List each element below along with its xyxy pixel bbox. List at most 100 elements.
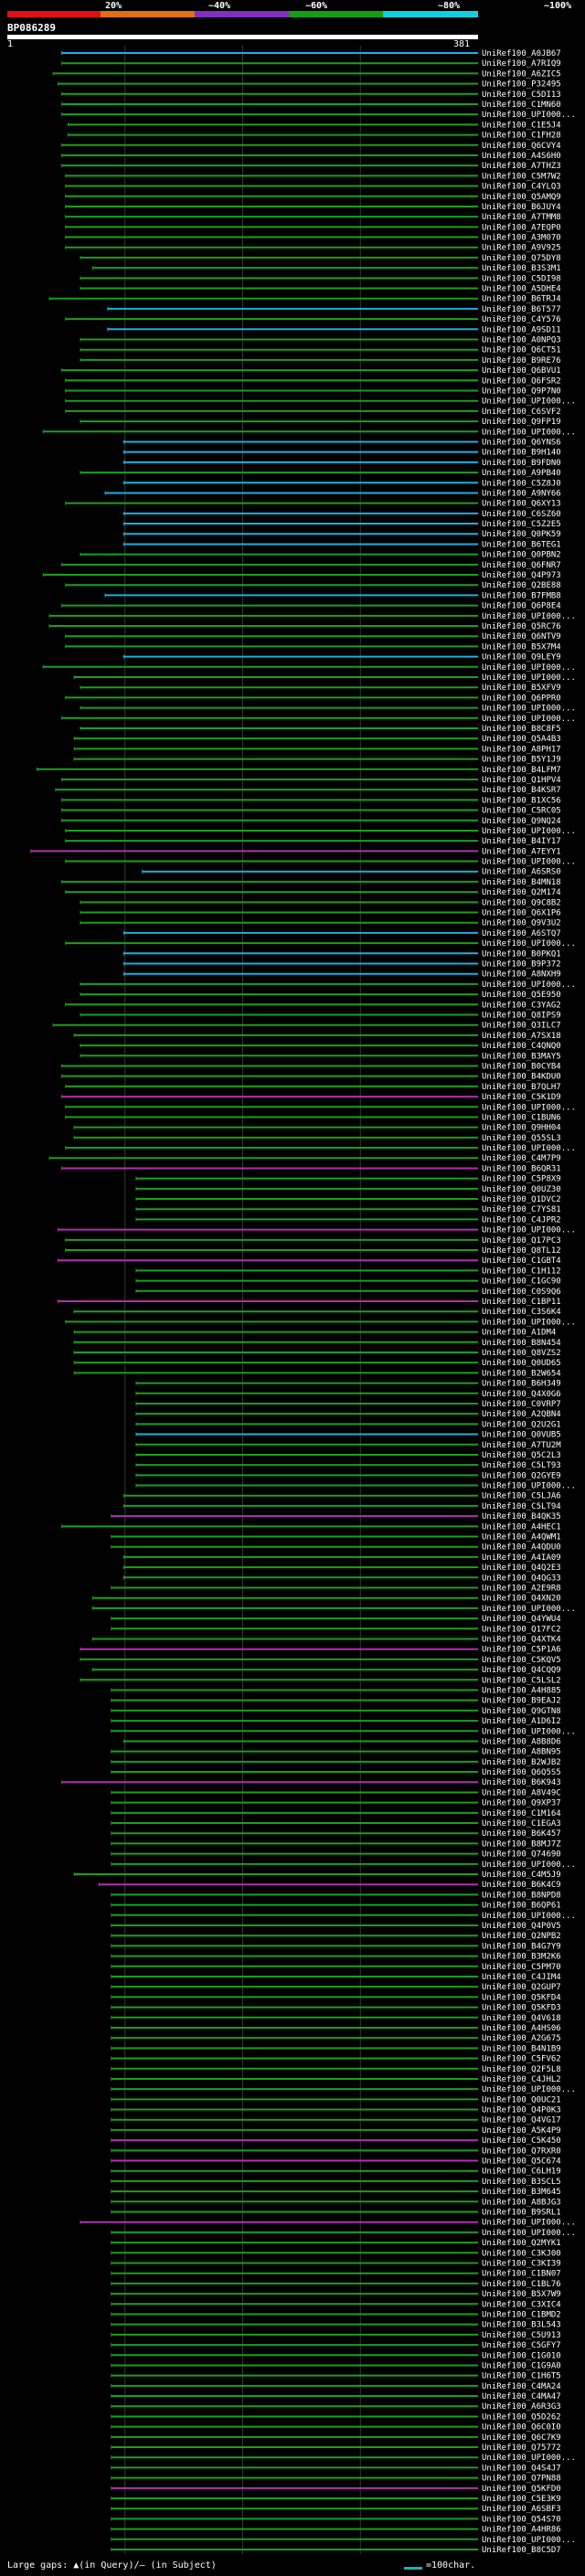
hit-label[interactable]: UniRef100_A2G675: [482, 2034, 561, 2043]
hit-label[interactable]: UniRef100_Q6XY13: [482, 500, 561, 509]
hit-label[interactable]: UniRef100_B7QLH7: [482, 1083, 561, 1092]
hit-label[interactable]: UniRef100_Q0PBN2: [482, 551, 561, 560]
hit-label[interactable]: UniRef100_UPI000...: [482, 1482, 576, 1491]
hit-label[interactable]: UniRef100_C5PM70: [482, 1963, 561, 1972]
hit-label[interactable]: UniRef100_A9V925: [482, 244, 561, 253]
hit-label[interactable]: UniRef100_UPI000...: [482, 663, 576, 673]
hit-label[interactable]: UniRef100_A8BJG3: [482, 2198, 561, 2207]
hit-label[interactable]: UniRef100_Q9GTN8: [482, 1707, 561, 1716]
hit-label[interactable]: UniRef100_Q4P973: [482, 571, 561, 580]
hit-label[interactable]: UniRef100_B6K943: [482, 1778, 561, 1787]
hit-label[interactable]: UniRef100_A7RIQ9: [482, 59, 561, 69]
hit-label[interactable]: UniRef100_A9NY66: [482, 489, 561, 498]
hit-label[interactable]: UniRef100_C5P8X9: [482, 1175, 561, 1184]
hit-label[interactable]: UniRef100_Q5C2L3: [482, 1451, 561, 1460]
hit-label[interactable]: UniRef100_Q2U2G1: [482, 1420, 561, 1429]
hit-label[interactable]: UniRef100_Q6BVU1: [482, 366, 561, 376]
hit-label[interactable]: UniRef100_Q4P0K3: [482, 2106, 561, 2115]
hit-label[interactable]: UniRef100_Q9V3U2: [482, 919, 561, 928]
hit-label[interactable]: UniRef100_UPI000...: [482, 939, 576, 949]
hit-label[interactable]: UniRef100_UPI000...: [482, 1226, 576, 1235]
hit-label[interactable]: UniRef100_C4MA47: [482, 2392, 561, 2401]
hit-label[interactable]: UniRef100_C5P1A6: [482, 1646, 561, 1655]
hit-label[interactable]: UniRef100_C5LT94: [482, 1502, 561, 1511]
hit-label[interactable]: UniRef100_C3S6K4: [482, 1308, 561, 1317]
hit-label[interactable]: UniRef100_B9P372: [482, 960, 561, 970]
hit-label[interactable]: UniRef100_C4JIM4: [482, 1973, 561, 1982]
hit-label[interactable]: UniRef100_Q9XP37: [482, 1799, 561, 1808]
hit-label[interactable]: UniRef100_Q6X1P6: [482, 909, 561, 918]
hit-label[interactable]: UniRef100_B6QR31: [482, 1164, 561, 1173]
hit-label[interactable]: UniRef100_B6QP61: [482, 1902, 561, 1911]
hit-label[interactable]: UniRef100_A1D6I2: [482, 1717, 561, 1726]
hit-label[interactable]: UniRef100_Q9HH04: [482, 1124, 561, 1133]
hit-label[interactable]: UniRef100_B9FDN0: [482, 459, 561, 468]
hit-label[interactable]: UniRef100_A0NPQ3: [482, 336, 561, 345]
hit-label[interactable]: UniRef100_Q9LEY9: [482, 653, 561, 663]
hit-label[interactable]: UniRef100_Q54S70: [482, 2515, 561, 2524]
hit-label[interactable]: UniRef100_UPI000...: [482, 1727, 576, 1736]
hit-label[interactable]: UniRef100_Q4VG17: [482, 2116, 561, 2125]
hit-label[interactable]: UniRef100_A4QDU0: [482, 1543, 561, 1553]
hit-label[interactable]: UniRef100_A1DM4: [482, 1329, 556, 1338]
hit-label[interactable]: UniRef100_C3XIC4: [482, 2300, 561, 2309]
hit-label[interactable]: UniRef100_C1EGA3: [482, 1819, 561, 1829]
hit-label[interactable]: UniRef100_Q4XN20: [482, 1595, 561, 1604]
hit-label[interactable]: UniRef100_A2E9R8: [482, 1585, 561, 1594]
hit-label[interactable]: UniRef100_B3M645: [482, 2188, 561, 2197]
hit-label[interactable]: UniRef100_P32495: [482, 80, 561, 90]
hit-label[interactable]: UniRef100_UPI000...: [482, 2219, 576, 2228]
hit-label[interactable]: UniRef100_C1BMD2: [482, 2310, 561, 2319]
hit-label[interactable]: UniRef100_C1G9A0: [482, 2361, 561, 2370]
hit-label[interactable]: UniRef100_C1BP11: [482, 1298, 561, 1307]
hit-label[interactable]: UniRef100_Q6P8E4: [482, 602, 561, 611]
hit-label[interactable]: UniRef100_A6R3G3: [482, 2402, 561, 2412]
hit-label[interactable]: UniRef100_C1E5J4: [482, 121, 561, 130]
hit-label[interactable]: UniRef100_A7SX18: [482, 1032, 561, 1041]
hit-label[interactable]: UniRef100_B8C5D7: [482, 2546, 561, 2555]
hit-label[interactable]: UniRef100_UPI000...: [482, 981, 576, 990]
hit-label[interactable]: UniRef100_B9EAJ2: [482, 1697, 561, 1706]
hit-label[interactable]: UniRef100_C1G010: [482, 2351, 561, 2360]
hit-label[interactable]: UniRef100_C0S9Q6: [482, 1288, 561, 1297]
hit-label[interactable]: UniRef100_C1BUN6: [482, 1113, 561, 1122]
hit-label[interactable]: UniRef100_C5RC05: [482, 807, 561, 816]
hit-label[interactable]: UniRef100_B6H349: [482, 1380, 561, 1389]
hit-label[interactable]: UniRef100_C5M7W2: [482, 172, 561, 181]
hit-label[interactable]: UniRef100_UPI000...: [482, 715, 576, 724]
hit-label[interactable]: UniRef100_Q2M174: [482, 888, 561, 897]
hit-label[interactable]: UniRef100_UPI000...: [482, 673, 576, 683]
hit-label[interactable]: UniRef100_UPI000...: [482, 612, 576, 621]
hit-label[interactable]: UniRef100_A8V49C: [482, 1788, 561, 1797]
hit-label[interactable]: UniRef100_B4KSR7: [482, 786, 561, 795]
hit-label[interactable]: UniRef100_Q4S4J7: [482, 2464, 561, 2473]
hit-label[interactable]: UniRef100_Q4YWU4: [482, 1615, 561, 1624]
hit-label[interactable]: UniRef100_C4M5J9: [482, 1871, 561, 1880]
hit-label[interactable]: UniRef100_C1BN07: [482, 2270, 561, 2279]
hit-label[interactable]: UniRef100_A6SBF3: [482, 2505, 561, 2514]
hit-label[interactable]: UniRef100_A5K4P9: [482, 2126, 561, 2136]
hit-label[interactable]: UniRef100_B6K457: [482, 1829, 561, 1839]
hit-label[interactable]: UniRef100_B6JUY4: [482, 203, 561, 212]
hit-label[interactable]: UniRef100_Q55SL3: [482, 1134, 561, 1143]
hit-label[interactable]: UniRef100_C7YS81: [482, 1205, 561, 1214]
hit-label[interactable]: UniRef100_C4JHL2: [482, 2075, 561, 2084]
hit-label[interactable]: UniRef100_Q2GUP7: [482, 1983, 561, 1992]
hit-label[interactable]: UniRef100_Q17PC3: [482, 1236, 561, 1246]
hit-label[interactable]: UniRef100_Q6CT51: [482, 346, 561, 355]
hit-label[interactable]: UniRef100_C5KQV5: [482, 1656, 561, 1665]
hit-label[interactable]: UniRef100_A4HS06: [482, 2024, 561, 2033]
hit-label[interactable]: UniRef100_Q9P7N0: [482, 387, 561, 396]
hit-label[interactable]: UniRef100_UPI000...: [482, 1103, 576, 1112]
hit-label[interactable]: UniRef100_Q1DVC2: [482, 1195, 561, 1204]
hit-label[interactable]: UniRef100_Q4XTK4: [482, 1635, 561, 1644]
hit-label[interactable]: UniRef100_B0PKQ1: [482, 949, 561, 959]
hit-label[interactable]: UniRef100_Q17FC2: [482, 1625, 561, 1634]
hit-label[interactable]: UniRef100_B1XC56: [482, 796, 561, 805]
hit-label[interactable]: UniRef100_Q9NQ24: [482, 817, 561, 826]
hit-label[interactable]: UniRef100_B4KDU0: [482, 1073, 561, 1082]
hit-label[interactable]: UniRef100_C1H6T5: [482, 2372, 561, 2381]
hit-label[interactable]: UniRef100_B5X7W9: [482, 2290, 561, 2299]
hit-label[interactable]: UniRef100_UPI000...: [482, 428, 576, 437]
hit-label[interactable]: UniRef100_A6SRS0: [482, 868, 561, 877]
